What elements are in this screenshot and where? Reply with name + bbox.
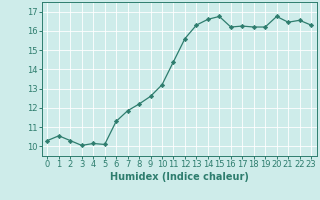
X-axis label: Humidex (Indice chaleur): Humidex (Indice chaleur)	[110, 172, 249, 182]
